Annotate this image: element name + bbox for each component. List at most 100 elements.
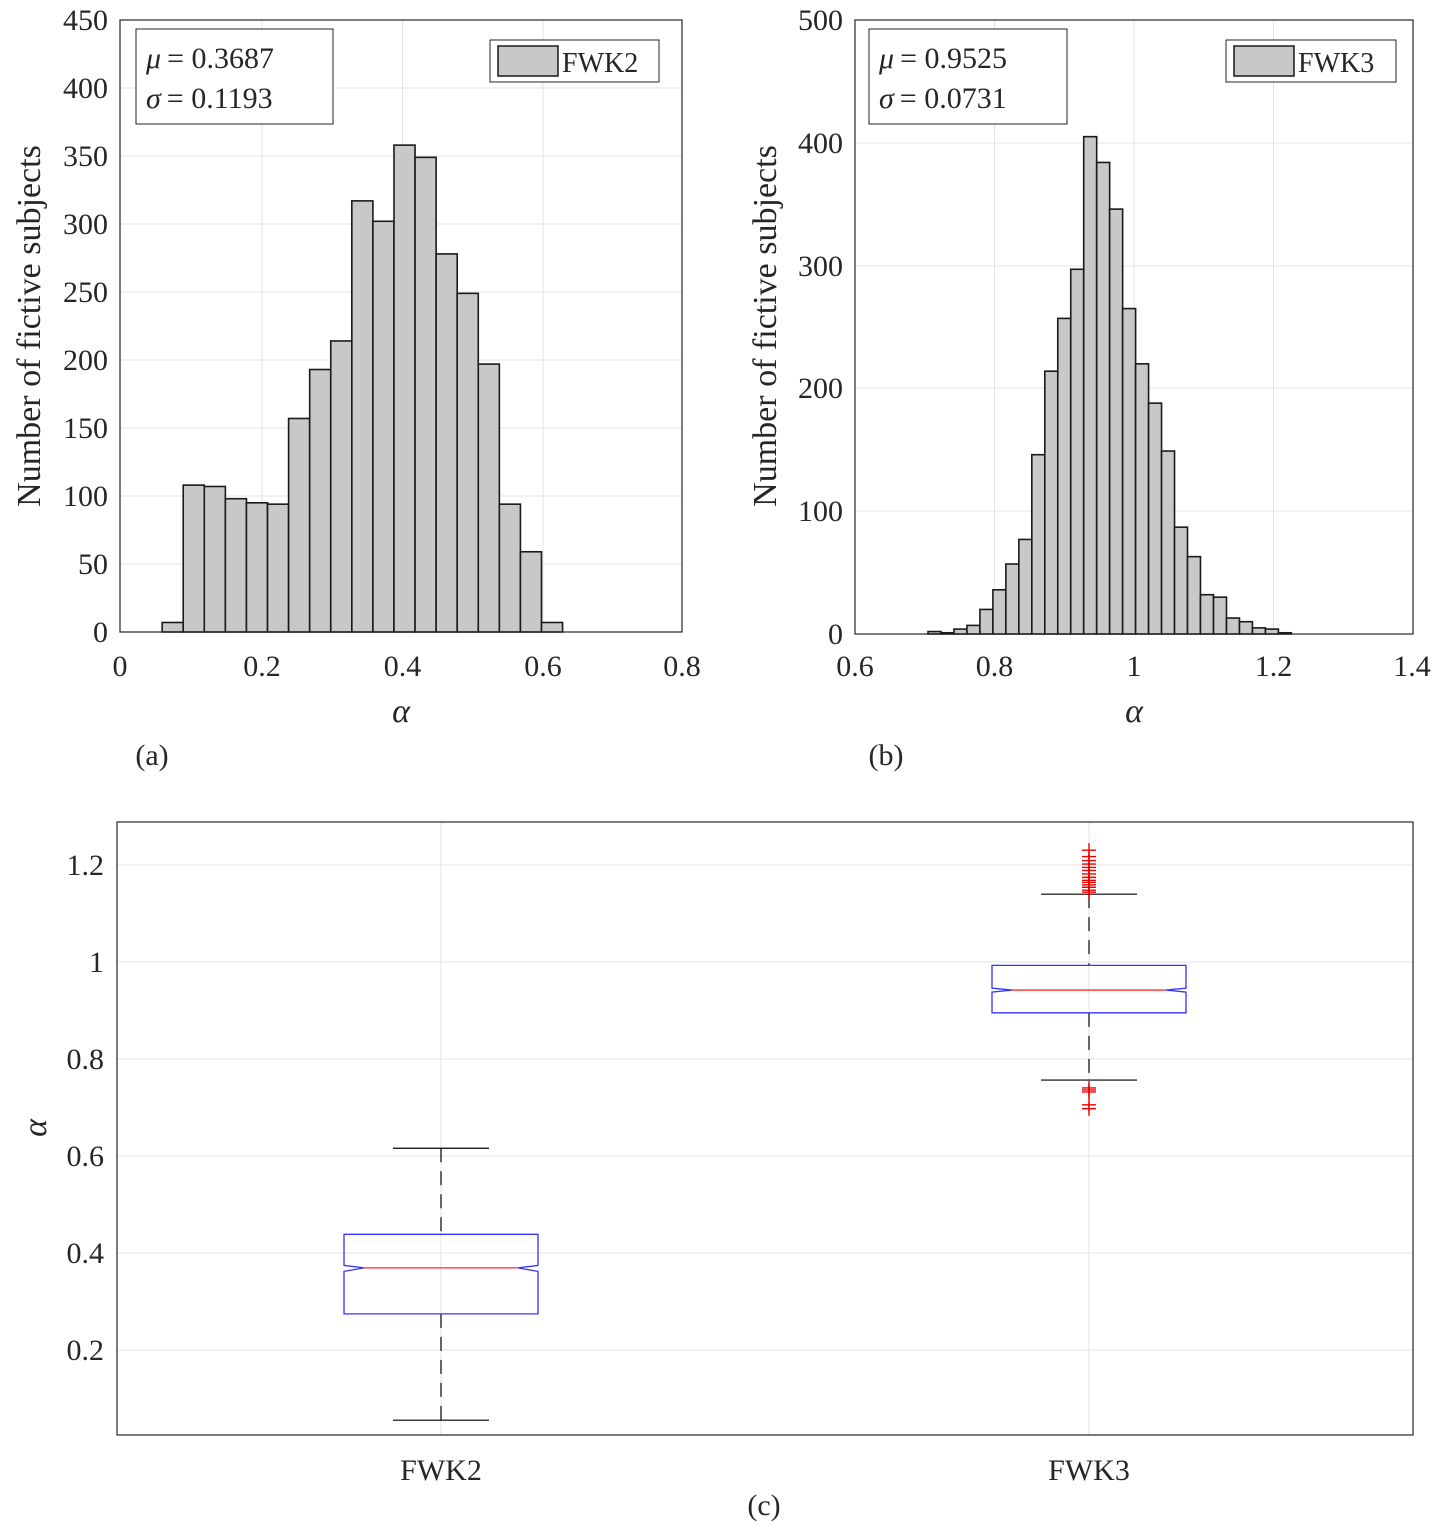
histogram-fwk3-stats-box: μ = 0.9525 σ = 0.0731 [868, 28, 1068, 125]
histogram-fwk3-x-tick-label: 1.2 [1255, 650, 1293, 683]
histogram-fwk2-bar [266, 503, 290, 633]
histogram-fwk2-y-tick-label: 50 [78, 548, 108, 581]
boxplot-outlier-fwk3 [1082, 1097, 1096, 1112]
boxplot-box-fwk3 [991, 964, 1187, 1014]
histogram-fwk3-bar [1264, 628, 1280, 635]
histogram-fwk3-plot-frame [854, 19, 1414, 635]
histogram-fwk3-std-text: σ = 0.0731 [879, 82, 1007, 115]
histogram-fwk3-y-tick-label: 400 [798, 127, 843, 160]
boxplot-x-tick-label-fwk3: FWK3 [1048, 1454, 1130, 1487]
histogram-fwk3-bar [1212, 596, 1228, 635]
histogram-fwk3-x-ticks: 0.6 0.8 1 1.2 1.4 [836, 650, 1431, 683]
histogram-fwk2-y-tick-label: 300 [63, 208, 108, 241]
histogram-fwk2-bar [540, 621, 564, 633]
histogram-fwk2-x-ticks: 0 0.2 0.4 0.6 0.8 [113, 650, 701, 683]
histogram-fwk2-y-ticks: 0 50 100 150 200 250 300 350 400 450 [63, 4, 108, 649]
panel-label-c: (c) [747, 1489, 780, 1522]
histogram-fwk3-y-tick-label: 0 [828, 618, 843, 651]
histogram-fwk2-stats-frame [135, 28, 334, 125]
histogram-fwk3-bar [1238, 620, 1254, 635]
histogram-fwk2-bar [245, 501, 269, 633]
histogram-fwk2-bar [456, 292, 480, 633]
histogram-fwk3-bar [1160, 450, 1176, 635]
histogram-fwk3-stats-frame [868, 28, 1068, 125]
boxplot-box-fwk2 [343, 1233, 539, 1315]
histogram-fwk3-x-tick-label: 1 [1127, 650, 1142, 683]
histogram-fwk2-y-tick-label: 100 [63, 480, 108, 513]
histogram-fwk2-y-tick-label: 350 [63, 140, 108, 173]
panel-label-b: (b) [869, 739, 904, 772]
histogram-fwk2-y-axis-label: Number of fictive subjects [11, 145, 48, 507]
histogram-fwk2-bar [519, 550, 543, 633]
histogram-fwk2-y-tick-label: 200 [63, 344, 108, 377]
boxplot-y-tick-label: 0.8 [67, 1043, 105, 1076]
histogram-fwk2-bar [414, 156, 437, 633]
histogram-fwk3-sigma-symbol: σ [879, 82, 895, 115]
histogram-fwk2-legend-swatch [497, 45, 559, 77]
histogram-fwk3-legend: FWK3 [1225, 39, 1397, 83]
histogram-fwk3-x-tick-label: 0.8 [976, 650, 1014, 683]
boxplot-boxes [343, 843, 1187, 1421]
histogram-fwk2-stats-box: μ = 0.3687 σ = 0.1193 [135, 28, 334, 125]
histogram-fwk3-legend-swatch [1233, 45, 1295, 77]
histogram-fwk2-y-tick-label: 400 [63, 72, 108, 105]
histogram-fwk2-x-tick-label: 0.8 [663, 650, 701, 683]
histogram-fwk2-x-tick-label: 0.6 [524, 650, 562, 683]
histogram-fwk2-std-text: σ = 0.1193 [146, 82, 273, 115]
histogram-fwk3-bar [1043, 370, 1059, 635]
boxplot-plot-frame [116, 821, 1414, 1436]
histogram-fwk3-bar [1082, 135, 1098, 635]
histogram-fwk2-bar [498, 503, 522, 633]
histogram-fwk3-bar [1225, 617, 1241, 635]
histogram-fwk2-bar [372, 220, 395, 633]
histogram-fwk2-bar [224, 497, 248, 633]
histogram-fwk3-bar [953, 628, 968, 635]
histogram-fwk2-mu-value: = 0.3687 [167, 42, 274, 75]
histogram-fwk3-y-tick-label: 200 [798, 372, 843, 405]
histogram-fwk3-bar [1018, 538, 1033, 635]
histogram-fwk2-y-tick-label: 0 [93, 616, 108, 649]
panel-label-a: (a) [135, 739, 168, 772]
histogram-fwk3-panel: 0.6 0.8 1 1.2 1.4 0 100 200 300 400 500 … [747, 4, 1431, 772]
histogram-fwk3-bar [979, 608, 994, 635]
histogram-fwk3-y-tick-label: 500 [798, 4, 843, 37]
histogram-fwk3-bar [992, 588, 1007, 635]
boxplot-outlier-fwk3 [1082, 1080, 1096, 1095]
histogram-fwk3-x-axis-label: α [1125, 693, 1144, 730]
histogram-fwk2-y-tick-label: 250 [63, 276, 108, 309]
boxplot-y-axis-label: α [17, 1118, 54, 1137]
histogram-fwk2-x-tick-label: 0 [113, 650, 128, 683]
histogram-fwk3-mean-text: μ = 0.9525 [878, 42, 1007, 75]
boxplot-y-ticks: 0.2 0.4 0.6 0.8 1 1.2 [67, 849, 105, 1367]
histogram-fwk3-bar [1121, 307, 1137, 635]
histogram-fwk2-bar [161, 621, 185, 633]
histogram-fwk3-y-ticks: 0 100 200 300 400 500 [798, 4, 843, 651]
histogram-fwk3-x-tick-label: 0.6 [836, 650, 874, 683]
histogram-fwk3-bar [1095, 161, 1111, 635]
histogram-fwk2-bar [182, 484, 206, 633]
histogram-fwk3-bar [1134, 363, 1150, 635]
histogram-fwk3-bar [1005, 563, 1020, 635]
histogram-fwk2-bar [477, 363, 501, 633]
histogram-fwk3-bar [1031, 453, 1046, 635]
histogram-fwk3-y-tick-label: 300 [798, 250, 843, 283]
histogram-fwk2-bar [308, 368, 332, 633]
histogram-fwk2-legend-label: FWK2 [562, 48, 638, 79]
histogram-fwk2-bar [287, 417, 311, 633]
boxplot-y-tick-label: 0.4 [67, 1237, 105, 1270]
histogram-fwk3-bar [1147, 402, 1163, 635]
histogram-fwk3-bar [1173, 526, 1189, 635]
histogram-fwk2-mu-symbol: μ [145, 42, 161, 75]
histogram-fwk3-y-tick-label: 100 [798, 495, 843, 528]
boxplot-grid [117, 822, 1413, 1435]
histogram-fwk3-x-tick-label: 1.4 [1393, 650, 1431, 683]
histogram-fwk2-y-tick-label: 450 [63, 4, 108, 37]
boxplot-y-tick-label: 0.2 [67, 1334, 105, 1367]
histogram-fwk3-bar [1186, 555, 1202, 635]
boxplot-y-tick-label: 1 [89, 946, 104, 979]
histogram-fwk3-sigma-value: = 0.0731 [900, 82, 1007, 115]
boxplot-panel: 0.2 0.4 0.6 0.8 1 1.2 FWK2 FWK3 α (c) [17, 821, 1414, 1522]
histogram-fwk3-bar [1056, 317, 1072, 635]
histogram-fwk3-bars [927, 135, 1293, 635]
